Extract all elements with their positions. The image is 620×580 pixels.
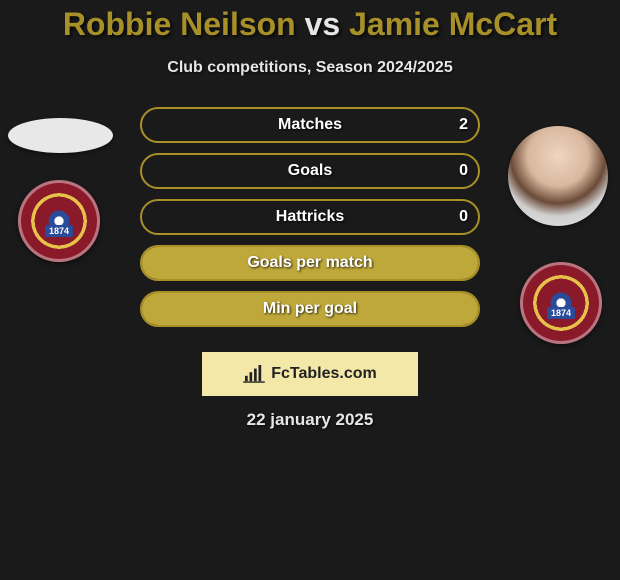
brand-text: FcTables.com [271,365,377,383]
stat-value-right: 0 [459,208,468,226]
stat-row: Goals 0 [140,153,480,189]
player1-name: Robbie Neilson [63,6,296,42]
bar-chart-icon [243,365,265,383]
brand-badge: FcTables.com [202,352,418,396]
player2-name: Jamie McCart [349,6,557,42]
stat-row: Min per goal [140,291,480,327]
stat-row: Hattricks 0 [140,199,480,235]
stat-row: Matches 2 [140,107,480,143]
stat-row: Goals per match [140,245,480,281]
subtitle: Club competitions, Season 2024/2025 [0,59,620,77]
stat-label: Hattricks [276,208,344,226]
comparison-title: Robbie Neilson vs Jamie McCart [0,0,620,43]
vs-text: vs [305,6,341,42]
stats-container: Matches 2 Goals 0 Hattricks 0 Goals per match M… [0,107,620,367]
stat-label: Matches [278,116,342,134]
stat-label: Goals per match [247,254,372,272]
date-text: 22 january 2025 [247,410,374,430]
stat-value-right: 0 [459,162,468,180]
stat-value-right: 2 [459,116,468,134]
stat-label: Goals [288,162,332,180]
stat-label: Min per goal [263,300,357,318]
